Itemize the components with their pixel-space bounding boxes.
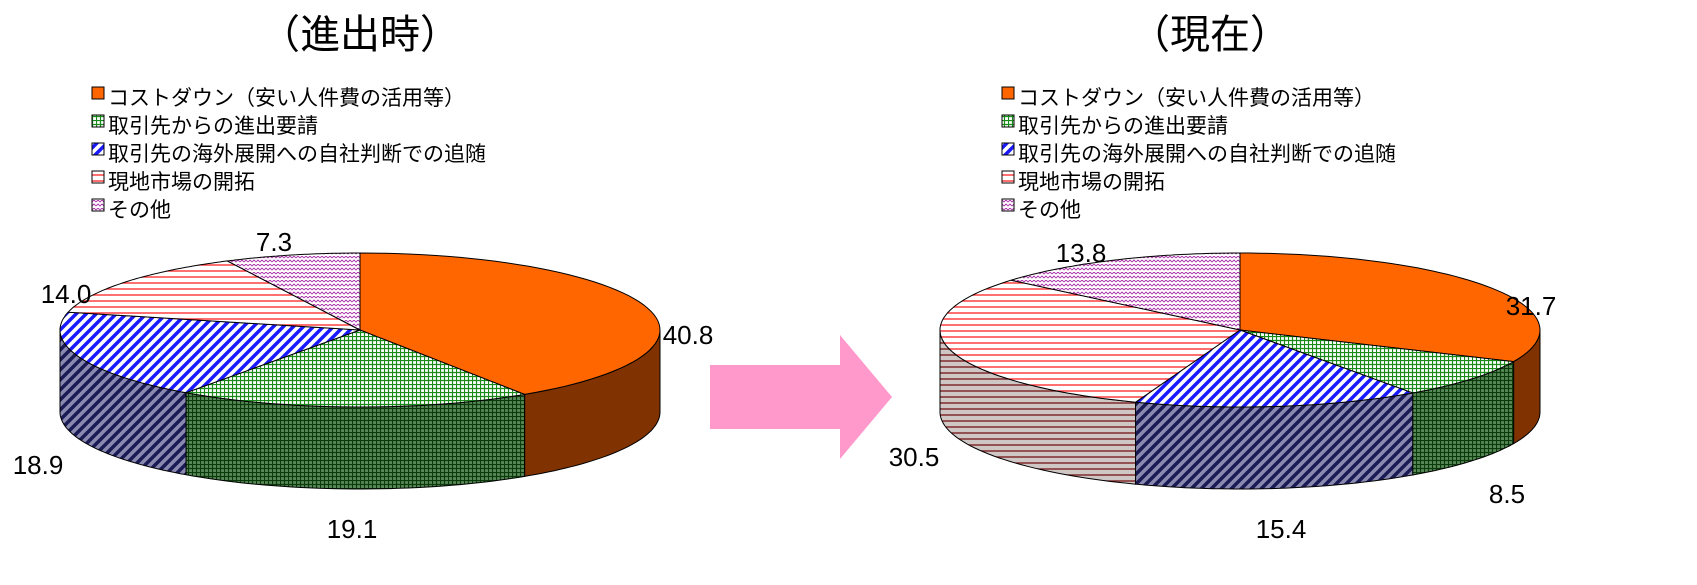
value-labels-entry: 40.8 19.1 18.9 14.0 7.3 <box>13 227 714 544</box>
legend-current: コストダウン（安い人件費の活用等） 取引先からの進出要請取引先の海外展開への自社判… <box>1001 86 1396 222</box>
legend-swatch-current-1 <box>1001 114 1015 128</box>
slice-side-current-2 <box>1135 392 1414 490</box>
legend-swatch-entry-3 <box>91 170 105 184</box>
value-label-current-2: 15.4 <box>1256 514 1307 544</box>
pie-chart-current: （現在） コストダウン（安い人件費の活用等） 取引先からの進出要請取引先の海外展開… <box>889 12 1557 544</box>
chart-title-entry: （進出時） <box>260 12 460 58</box>
legend-label-current-3: 現地市場の開拓 <box>1018 170 1165 194</box>
value-labels-current: 31.7 8.5 15.4 30.5 13.8 <box>889 238 1557 544</box>
pie-chart-entry: （進出時） コストダウン（安い人件費の活用等） 取引先からの進出要請取引先の海外展… <box>13 12 714 544</box>
slice-current-1 <box>1239 329 1516 394</box>
pie-current <box>939 252 1541 490</box>
legend-swatch-entry-4 <box>91 198 105 212</box>
legend-label-entry-0: コストダウン（安い人件費の活用等） <box>108 86 465 110</box>
legend-entry: コストダウン（安い人件費の活用等） 取引先からの進出要請取引先の海外展開への自社判… <box>91 86 486 222</box>
value-label-current-1: 8.5 <box>1489 479 1525 509</box>
legend-swatch-entry-2 <box>91 142 105 156</box>
slice-current-3 <box>939 279 1242 403</box>
legend-label-current-4: その他 <box>1018 198 1081 222</box>
slice-current-0 <box>1239 252 1541 363</box>
legend-swatch-entry-0 <box>91 86 105 100</box>
legend-swatch-current-2 <box>1001 142 1015 156</box>
value-label-current-4: 13.8 <box>1056 238 1107 268</box>
legend-swatch-entry-1 <box>91 114 105 128</box>
legend-label-entry-4: その他 <box>108 198 171 222</box>
legend-swatch-current-3 <box>1001 170 1015 184</box>
legend-label-current-0: コストダウン（安い人件費の活用等） <box>1018 86 1375 110</box>
legend-label-current-1: 取引先からの進出要請 <box>1018 114 1228 138</box>
value-label-entry-1: 19.1 <box>327 514 378 544</box>
arrow-shape <box>710 335 892 459</box>
legend-label-entry-2: 取引先の海外展開への自社判断での追随 <box>108 142 486 166</box>
legend-swatch-current-4 <box>1001 198 1015 212</box>
legend-swatch-current-0 <box>1001 86 1015 100</box>
value-label-entry-0: 40.8 <box>663 320 714 350</box>
pie-entry <box>59 252 661 490</box>
value-label-current-3: 30.5 <box>889 442 940 472</box>
slice-entry-3 <box>67 260 361 331</box>
value-label-entry-2: 18.9 <box>13 450 64 480</box>
value-label-entry-4: 7.3 <box>256 227 292 257</box>
slice-entry-4 <box>225 252 361 331</box>
legend-label-entry-3: 現地市場の開拓 <box>108 170 255 194</box>
slice-entry-1 <box>184 329 527 408</box>
slice-current-2 <box>1134 329 1415 408</box>
chart-title-current: （現在） <box>1130 12 1290 58</box>
legend-label-current-2: 取引先の海外展開への自社判断での追随 <box>1018 142 1396 166</box>
slice-entry-2 <box>59 311 361 394</box>
slice-current-4 <box>1010 252 1241 331</box>
value-label-entry-3: 14.0 <box>41 279 92 309</box>
value-label-current-0: 31.7 <box>1506 291 1557 321</box>
legend-label-entry-1: 取引先からの進出要請 <box>108 114 318 138</box>
